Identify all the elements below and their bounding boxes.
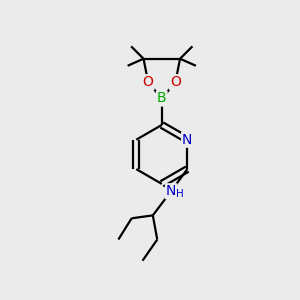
Text: O: O [143,75,154,89]
Text: B: B [157,92,166,106]
Text: N: N [166,184,176,198]
Text: H: H [176,189,184,199]
Text: O: O [170,75,181,89]
Text: N: N [182,133,193,147]
